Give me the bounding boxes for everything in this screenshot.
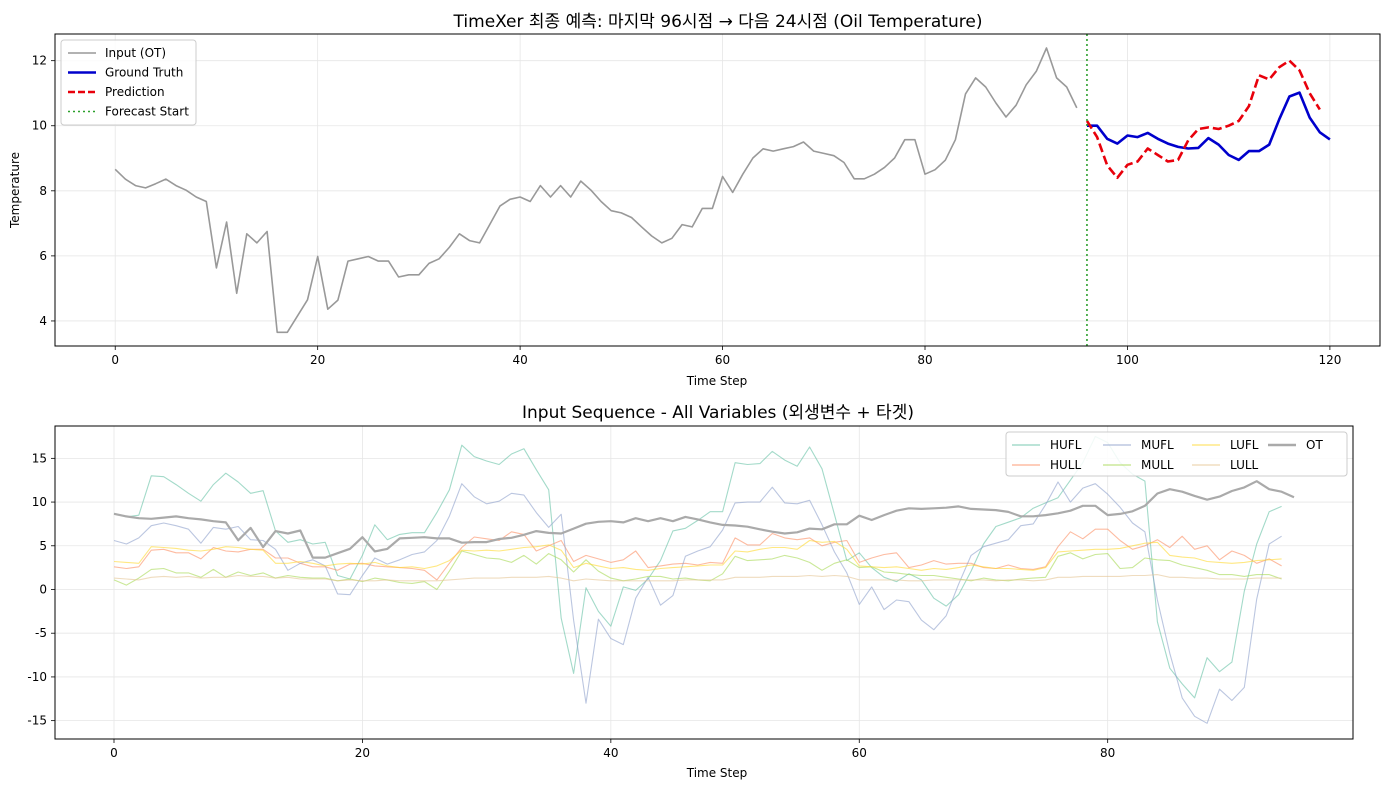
input-variables-chart-xtick-label: 40 [603, 746, 618, 760]
input-variables-chart-legend: HUFL HULL MUFL MULL LUFL LULL OT [1005, 431, 1348, 477]
forecast-chart-series-input-ot [114, 47, 1078, 334]
forecast-chart-xtick-label: 0 [111, 353, 119, 367]
forecast-chart-xtick-label: 120 [1318, 353, 1341, 367]
input-variables-chart-series-hull [113, 528, 1282, 581]
input-variables-chart-ytick-label: -5 [35, 626, 47, 640]
forecast-chart-title: TimeXer 최종 예측: 마지막 96시점 → 다음 24시점 (Oil T… [453, 12, 983, 32]
legend-box [60, 39, 197, 126]
legend-label: LULL [1230, 458, 1259, 472]
input-variables-chart-xlabel: Time Step [686, 766, 748, 780]
input-variables-chart-ticks: 0 20 40 60 80 -15 -10 -5 0 5 10 15 [27, 451, 1115, 760]
forecast-chart-ytick-label: 6 [39, 249, 47, 263]
forecast-chart-series-ground-truth [1087, 91, 1331, 162]
input-variables-chart-series-lull [113, 574, 1282, 582]
input-variables-chart-ytick-label: 15 [32, 451, 47, 465]
forecast-chart-ytick-label: 10 [32, 119, 47, 133]
forecast-chart-ytick-label: 4 [39, 314, 47, 328]
legend-label: Input (OT) [105, 46, 166, 60]
legend-label: OT [1306, 438, 1323, 452]
input-variables-chart-xtick-label: 80 [1100, 746, 1115, 760]
forecast-chart-xtick-label: 20 [310, 353, 325, 367]
forecast-chart-xtick-label: 80 [917, 353, 932, 367]
input-variables-chart-series-mufl [113, 481, 1282, 724]
input-variables-chart-ytick-label: 0 [39, 582, 47, 596]
input-variables-chart-title: Input Sequence - All Variables (외생변수 + 타… [522, 403, 914, 423]
input-variables-chart-ytick-label: 10 [32, 495, 47, 509]
forecast-chart-series-prediction [1085, 59, 1321, 180]
input-variables-chart-ytick-label: -15 [27, 714, 47, 728]
input-variables-chart-series-ot [113, 480, 1295, 559]
forecast-chart-ticks: 0 20 40 60 80 100 120 4 6 8 10 12 [32, 54, 1342, 367]
input-variables-chart-ytick-label: 5 [39, 539, 47, 553]
forecast-chart-ytick-label: 8 [39, 184, 47, 198]
forecast-chart-series [114, 34, 1331, 346]
legend-label: Forecast Start [105, 105, 189, 119]
legend-label: LUFL [1230, 438, 1259, 452]
input-variables-chart-series [113, 435, 1295, 724]
input-variables-chart-xtick-label: 0 [110, 746, 118, 760]
input-variables-chart-xtick-label: 60 [852, 746, 867, 760]
forecast-chart-legend: Input (OT) Ground Truth Prediction Forecast… [60, 39, 197, 126]
forecast-chart-ytick-label: 12 [32, 54, 47, 68]
input-variables-chart-series-lufl [113, 539, 1282, 571]
forecast-chart: TimeXer 최종 예측: 마지막 96시점 → 다음 24시점 (Oil T… [8, 12, 1381, 388]
forecast-chart-xtick-label: 100 [1116, 353, 1139, 367]
legend-box [1005, 431, 1348, 477]
forecast-chart-xlabel: Time Step [686, 374, 748, 388]
input-variables-chart-ytick-label: -10 [27, 670, 47, 684]
legend-label: HULL [1050, 458, 1081, 472]
legend-label: MULL [1141, 458, 1174, 472]
legend-label: HUFL [1050, 438, 1082, 452]
input-variables-chart-xtick-label: 20 [355, 746, 370, 760]
forecast-chart-frame [54, 33, 1381, 347]
forecast-chart-ylabel: Temperature [8, 152, 22, 229]
input-variables-chart-frame [54, 425, 1354, 740]
forecast-chart-xtick-label: 40 [512, 353, 527, 367]
input-variables-chart: Input Sequence - All Variables (외생변수 + 타… [27, 403, 1354, 780]
legend-label: Ground Truth [105, 66, 183, 80]
forecast-chart-xtick-label: 60 [715, 353, 730, 367]
legend-label: Prediction [105, 85, 165, 99]
legend-label: MUFL [1141, 438, 1174, 452]
